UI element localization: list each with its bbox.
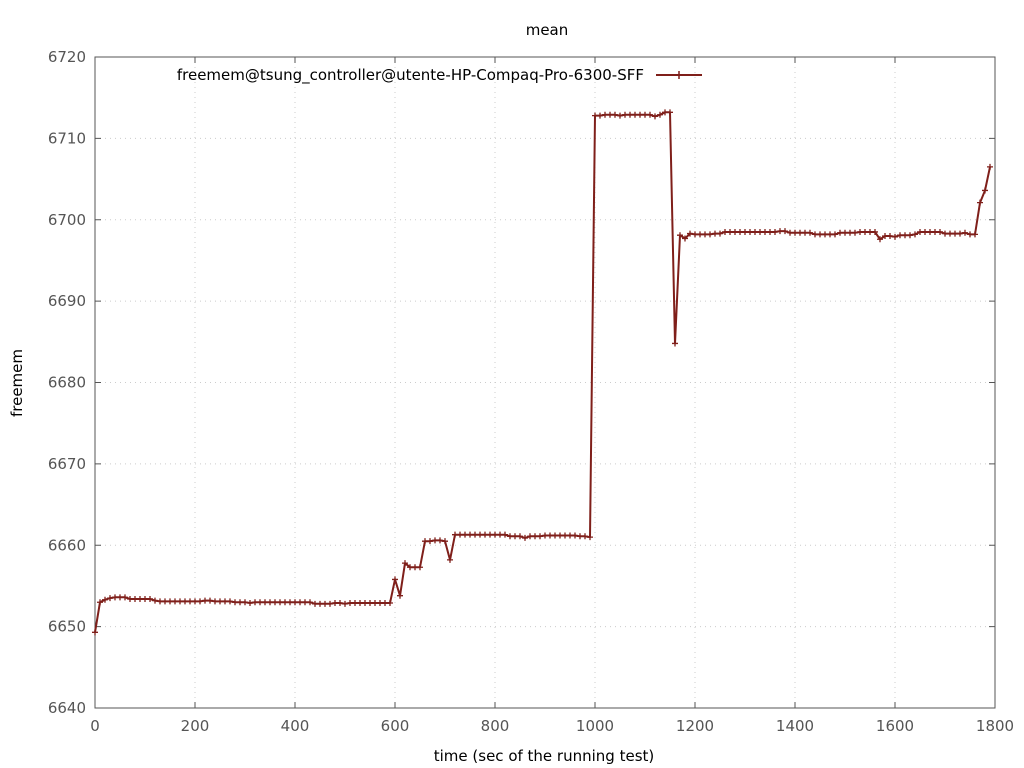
data-point [772,228,778,235]
data-point [522,534,528,541]
data-point [682,235,688,242]
data-point [307,599,313,606]
data-point [337,600,343,607]
legend-label: freemem@tsung_controller@utente-HP-Compa… [177,66,644,85]
x-tick-label: 400 [281,717,310,735]
data-point [442,538,448,545]
data-point [852,229,858,236]
data-point [447,556,453,563]
data-point [392,576,398,583]
data-point [597,112,603,119]
x-tick-label: 0 [90,717,100,735]
data-point [707,231,713,238]
data-point [807,229,813,236]
data-point [502,531,508,538]
data-point [122,594,128,601]
data-point [327,600,333,607]
data-point [227,598,233,605]
x-tick-label: 800 [481,717,510,735]
data-point [937,228,943,235]
data-point [197,598,203,605]
data-point [242,599,248,606]
data-point [537,533,543,540]
chart-title: mean [526,21,569,39]
data-point [582,533,588,540]
data-point [647,111,653,118]
x-tick-label: 1800 [976,717,1014,735]
data-point [102,596,108,603]
data-point [342,600,348,607]
y-tick-label: 6690 [48,292,86,310]
data-point [892,233,898,240]
legend: freemem@tsung_controller@utente-HP-Compa… [177,66,702,85]
y-tick-label: 6700 [48,211,86,229]
data-point [962,229,968,236]
x-tick-label: 1600 [876,717,914,735]
data-point [912,231,918,238]
data-point [677,232,683,239]
y-tick-label: 6660 [48,536,86,554]
data-point [782,228,788,235]
data-point [887,233,893,240]
data-point [652,113,658,120]
y-tick-label: 6710 [48,129,86,147]
data-point [107,595,113,602]
data-point [617,112,623,119]
data-point [972,231,978,238]
x-tick-label: 600 [381,717,410,735]
data-point [987,163,993,170]
data-point [427,538,433,545]
data-point [977,199,983,206]
data-point [572,532,578,539]
y-tick-label: 6680 [48,374,86,392]
data-point [417,564,423,571]
y-axis-label: freemem [8,349,26,417]
y-tick-label: 6720 [48,48,86,66]
data-point [147,595,153,602]
x-tick-label: 1200 [676,717,714,735]
data-point [247,600,253,607]
y-axis-ticks: 6640 6650 6660 6670 6680 6690 6700 6710 6720 [48,48,995,717]
x-tick-label: 1400 [776,717,814,735]
data-point [877,236,883,243]
data-point [657,111,663,118]
legend-marker-sample [675,71,683,79]
data-point [402,560,408,567]
data-point [92,629,98,636]
data-point [387,600,393,607]
x-tick-label: 1000 [576,717,614,735]
x-axis-ticks: 0 200 400 600 800 1000 1200 1400 1600 1800 [90,57,1014,735]
data-point [667,109,673,116]
data-point [872,228,878,235]
data-point [612,111,618,118]
y-tick-label: 6670 [48,455,86,473]
y-tick-label: 6640 [48,699,86,717]
data-point [97,599,103,606]
data-point [672,340,678,347]
data-point [687,230,693,237]
data-point [957,230,963,237]
series-layer [92,109,993,636]
data-point [207,597,213,604]
data-point [832,231,838,238]
data-point [717,230,723,237]
data-point [152,597,158,604]
data-point [907,232,913,239]
data-point [587,534,593,541]
x-tick-label: 200 [181,717,210,735]
x-axis-label: time (sec of the running test) [434,747,655,765]
grid-lines [95,57,995,708]
data-point [397,592,403,599]
data-point [437,537,443,544]
data-point [517,533,523,540]
y-tick-label: 6650 [48,618,86,636]
data-point [982,187,988,194]
